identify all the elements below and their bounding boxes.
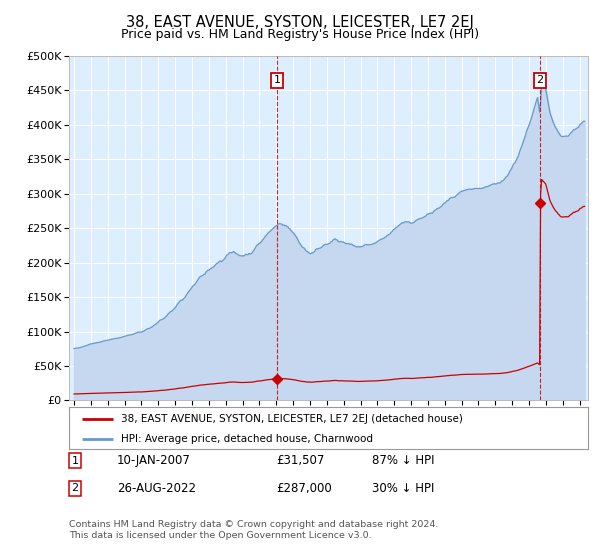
Text: HPI: Average price, detached house, Charnwood: HPI: Average price, detached house, Char…: [121, 433, 373, 444]
Text: £287,000: £287,000: [276, 482, 332, 495]
Text: 1: 1: [71, 456, 79, 466]
Text: 2: 2: [536, 75, 544, 85]
Text: Price paid vs. HM Land Registry's House Price Index (HPI): Price paid vs. HM Land Registry's House …: [121, 28, 479, 41]
Text: 1: 1: [274, 75, 280, 85]
Text: 87% ↓ HPI: 87% ↓ HPI: [372, 454, 434, 468]
Text: 38, EAST AVENUE, SYSTON, LEICESTER, LE7 2EJ (detached house): 38, EAST AVENUE, SYSTON, LEICESTER, LE7 …: [121, 414, 463, 424]
Text: 2: 2: [71, 483, 79, 493]
Text: 26-AUG-2022: 26-AUG-2022: [117, 482, 196, 495]
Text: 38, EAST AVENUE, SYSTON, LEICESTER, LE7 2EJ: 38, EAST AVENUE, SYSTON, LEICESTER, LE7 …: [126, 15, 474, 30]
Text: 30% ↓ HPI: 30% ↓ HPI: [372, 482, 434, 495]
Text: £31,507: £31,507: [276, 454, 325, 468]
Text: 10-JAN-2007: 10-JAN-2007: [117, 454, 191, 468]
Text: Contains HM Land Registry data © Crown copyright and database right 2024.
This d: Contains HM Land Registry data © Crown c…: [69, 520, 439, 540]
